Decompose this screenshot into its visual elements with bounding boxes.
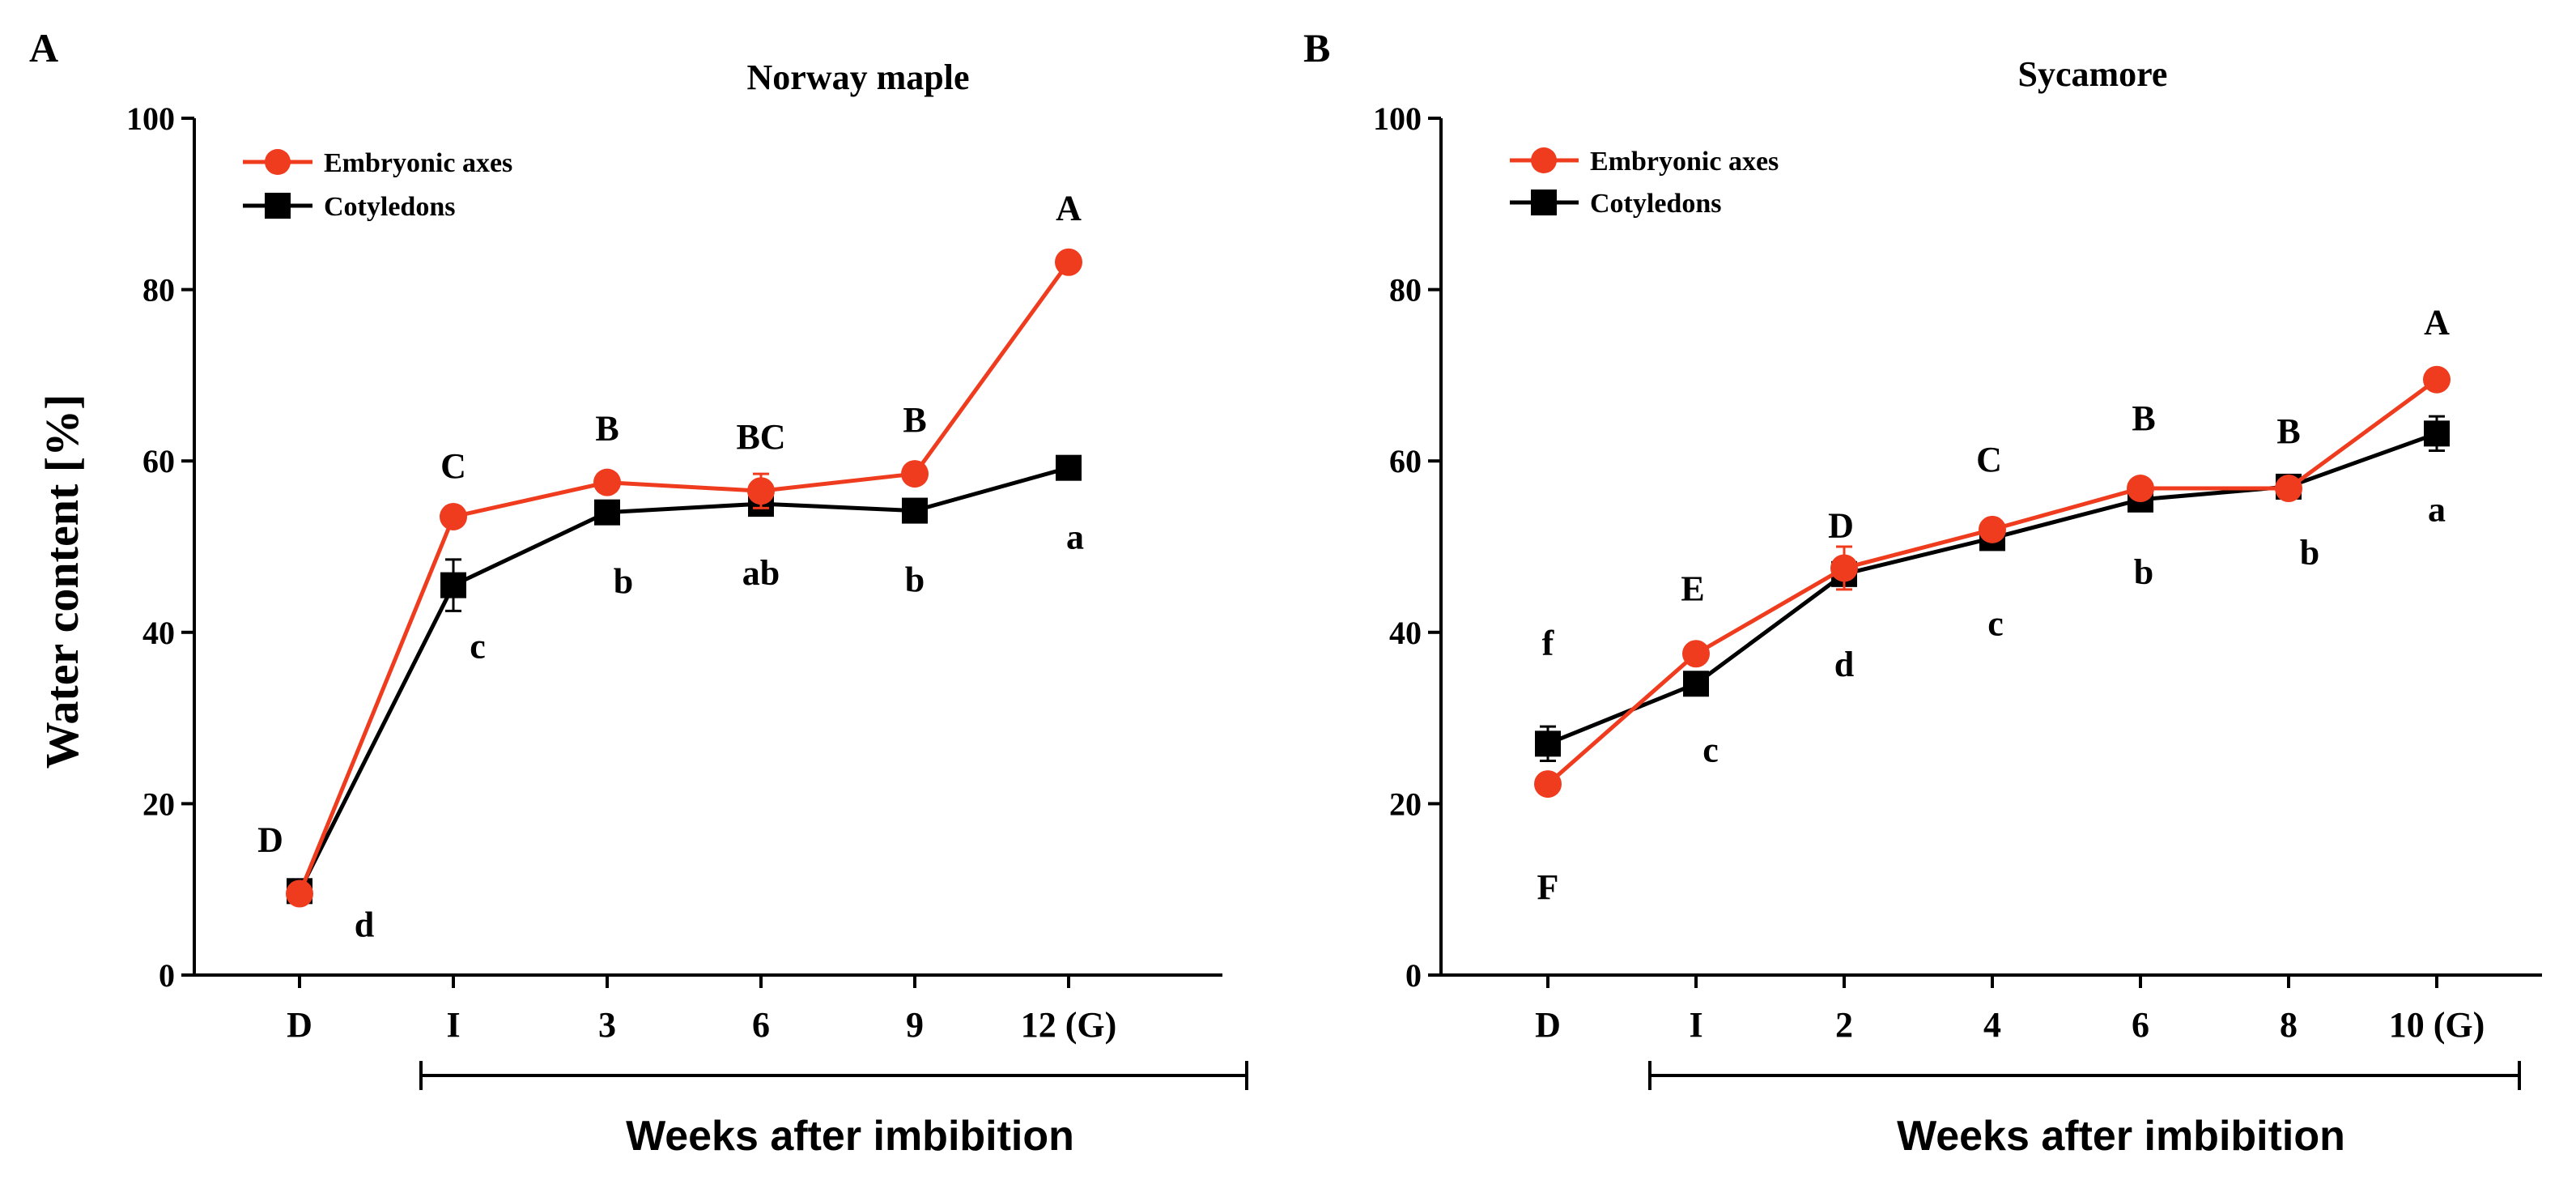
panel-a-x-tick-label: 6: [752, 1005, 770, 1045]
panel-a-legend: Embryonic axes Cotyledons: [243, 148, 512, 222]
panel-a-cotyledons-point: [440, 572, 466, 598]
panel-b-embryonic-axes-letter: B: [2276, 411, 2300, 451]
panel-a-cotyledons-point: [902, 497, 928, 524]
panel-a-letter: A: [29, 25, 58, 70]
panel-b-plot: 0 20 40 60 80 100 D I 2 4 6 8 10 (G) F E D C B B Af c d c b b a: [1373, 100, 2542, 1090]
panel-b-y-tick-label: 80: [1389, 272, 1422, 309]
panel-b-legend-cotyledons: Cotyledons: [1590, 189, 1721, 219]
panel-b-cotyledons-letter: d: [1834, 645, 1854, 684]
panel-b-embryonic-axes-point: [1979, 515, 2006, 543]
panel-b-cotyledons-letter: c: [1702, 730, 1719, 769]
panel-a-embryonic-axes-letter: BC: [736, 417, 785, 457]
panel-a-cotyledons-point: [594, 499, 620, 526]
panel-b-x-tick-label: 2: [1835, 1005, 1853, 1045]
panel-b-cotyledons-point: [1535, 730, 1561, 757]
panel-b-embryonic-axes-letter: D: [1828, 505, 1854, 545]
panel-b-cotyledons-point: [1683, 671, 1709, 697]
panel-b-cotyledons-letter: b: [2300, 533, 2319, 573]
panel-b-embryonic-axes-letter: A: [2424, 303, 2450, 343]
panel-a-embryonic-axes-letter: B: [903, 400, 926, 440]
panel-b-embryonic-axes-point: [2423, 365, 2451, 394]
panel-b: B Sycamore Weeks after imbibition Embryo…: [1303, 25, 2542, 1160]
panel-b-y-tick-label: 0: [1405, 957, 1422, 994]
panel-a-y-tick-label: 20: [142, 786, 175, 822]
panel-b-embryonic-axes-point: [1682, 640, 1710, 668]
legend-marker-embryonic-axes: [1531, 147, 1557, 173]
panel-b-embryonic-axes-letter: B: [2132, 398, 2155, 438]
panel-a-y-tick-label: 100: [126, 100, 175, 137]
panel-a-x-tick-label: I: [446, 1005, 460, 1045]
panel-a-embryonic-axes-line: [297, 261, 1071, 895]
panel-b-y-tick-label: 100: [1373, 100, 1422, 137]
panel-b-cotyledons-letter: a: [2428, 489, 2446, 529]
panel-a-x-tick-label: 3: [598, 1005, 616, 1045]
panel-b-embryonic-axes-point: [1830, 554, 1858, 582]
panel-b-x-tick-label: 4: [1983, 1005, 2001, 1045]
panel-b-y-tick-label: 40: [1389, 615, 1422, 651]
panel-a-cotyledons-letter: d: [355, 905, 374, 944]
panel-b-legend-embryonic-axes: Embryonic axes: [1590, 147, 1779, 177]
panel-a-plot: 0 20 40 60 80 100 D I 3 6 9 12 (G) D C B BC B Ad c b ab b a: [126, 100, 1248, 1090]
panel-b-y-tick-label: 60: [1389, 443, 1422, 479]
legend-marker-cotyledons: [265, 193, 291, 219]
panel-a-cotyledons-letter: a: [1066, 517, 1084, 557]
panel-a-x-tick-label: 12 (G): [1021, 1005, 1117, 1045]
panel-a-embryonic-axes-letter: D: [257, 820, 283, 859]
panel-b-x-tick-label: 6: [2132, 1005, 2149, 1045]
panel-a-embryonic-axes-point: [440, 502, 467, 530]
panel-a-embryonic-axes-point: [901, 460, 929, 488]
legend-marker-cotyledons: [1531, 190, 1557, 215]
panel-a-y-tick-label: 80: [142, 272, 175, 309]
panel-a-y-axis-label: Water content [%]: [36, 394, 88, 769]
panel-b-cotyledons-letter: c: [1987, 603, 2004, 643]
panel-b-cotyledons-letter: f: [1542, 623, 1555, 662]
panel-a-embryonic-axes-point: [286, 879, 313, 908]
panel-a-cotyledons-point: [1056, 454, 1082, 481]
panel-a-x-tick-label: 9: [906, 1005, 924, 1045]
panel-b-x-tick-label: 10 (G): [2389, 1005, 2485, 1045]
panel-b-x-tick-label: I: [1689, 1005, 1702, 1045]
panel-a-y-tick-label: 40: [142, 615, 175, 651]
panel-b-cotyledons-letter: b: [2134, 552, 2153, 592]
panel-b-legend: Embryonic axes Cotyledons: [1510, 147, 1779, 219]
panel-a-x-tick-label: D: [287, 1005, 312, 1045]
panel-a-title: Norway maple: [747, 57, 970, 97]
panel-b-title: Sycamore: [2018, 54, 2168, 94]
panel-b-embryonic-axes-letter: F: [1537, 867, 1559, 907]
panel-b-x-axis-label: Weeks after imbibition: [1897, 1113, 2345, 1160]
panel-a-x-axis-label: Weeks after imbibition: [626, 1113, 1074, 1160]
panel-b-letter: B: [1303, 25, 1330, 70]
panel-a-y-tick-label: 60: [142, 443, 175, 479]
legend-marker-embryonic-axes: [265, 149, 291, 175]
panel-a-legend-embryonic-axes: Embryonic axes: [324, 148, 512, 178]
panel-a-cotyledons-letter: c: [470, 627, 486, 667]
panel-b-x-tick-label: 8: [2280, 1005, 2298, 1045]
panel-a-legend-cotyledons: Cotyledons: [324, 192, 455, 222]
panel-b-y-tick-label: 20: [1389, 786, 1422, 822]
panel-a: A Norway maple Water content [%] Weeks a…: [29, 25, 1248, 1160]
panel-b-embryonic-axes-letter: E: [1681, 569, 1704, 608]
panel-b-embryonic-axes-point: [1534, 770, 1562, 799]
panel-b-embryonic-axes-letter: C: [1976, 440, 2002, 479]
panel-a-embryonic-axes-point: [593, 468, 621, 496]
panel-b-embryonic-axes-point: [2275, 475, 2302, 503]
panel-a-embryonic-axes-letter: A: [1056, 189, 1082, 228]
panel-a-embryonic-axes-letter: B: [595, 409, 618, 449]
panel-a-embryonic-axes-point: [1055, 248, 1082, 276]
panel-b-x-tick-label: D: [1535, 1005, 1561, 1045]
panel-a-embryonic-axes-letter: C: [440, 446, 466, 486]
panel-a-cotyledons-line: [297, 466, 1069, 892]
panel-a-cotyledons-letter: ab: [742, 553, 780, 593]
panel-a-embryonic-axes-point: [747, 477, 775, 505]
panel-a-y-tick-label: 0: [159, 957, 175, 994]
panel-b-cotyledons-point: [2424, 420, 2450, 447]
panel-a-cotyledons-letter: b: [614, 562, 633, 602]
panel-b-embryonic-axes-point: [2127, 475, 2154, 503]
panel-a-cotyledons-letter: b: [905, 560, 925, 600]
